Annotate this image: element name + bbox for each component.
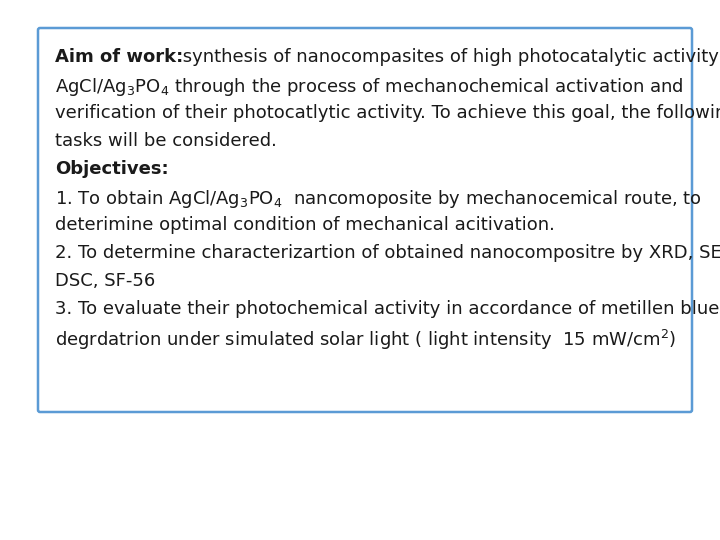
Text: 2. To determine characterizartion of obtained nanocompositre by XRD, SEM,: 2. To determine characterizartion of obt… (55, 244, 720, 262)
Text: deterimine optimal condition of mechanical acitivation.: deterimine optimal condition of mechanic… (55, 216, 555, 234)
Text: Objectives:: Objectives: (55, 160, 168, 178)
FancyBboxPatch shape (38, 28, 692, 412)
Text: 3. To evaluate their photochemical activity in accordance of metillen blue: 3. To evaluate their photochemical activ… (55, 300, 719, 318)
Text: 1. To obtain AgCl/Ag$_3$PO$_4$  nancomoposite by mechanocemical route, to: 1. To obtain AgCl/Ag$_3$PO$_4$ nancomopo… (55, 188, 702, 210)
Text: DSC, SF-56: DSC, SF-56 (55, 272, 156, 290)
Text: degrdatrion under simulated solar light ( light intensity  15 mW/cm$^2$): degrdatrion under simulated solar light … (55, 328, 676, 352)
Text: verification of their photocatlytic activity. To achieve this goal, the followin: verification of their photocatlytic acti… (55, 104, 720, 122)
Text: synthesis of nanocompasites of high photocatalytic activity: synthesis of nanocompasites of high phot… (177, 48, 719, 66)
Text: Aim of work:: Aim of work: (55, 48, 184, 66)
Text: AgCl/Ag$_3$PO$_4$ through the process of mechanochemical activation and: AgCl/Ag$_3$PO$_4$ through the process of… (55, 76, 684, 98)
Text: tasks will be considered.: tasks will be considered. (55, 132, 277, 150)
